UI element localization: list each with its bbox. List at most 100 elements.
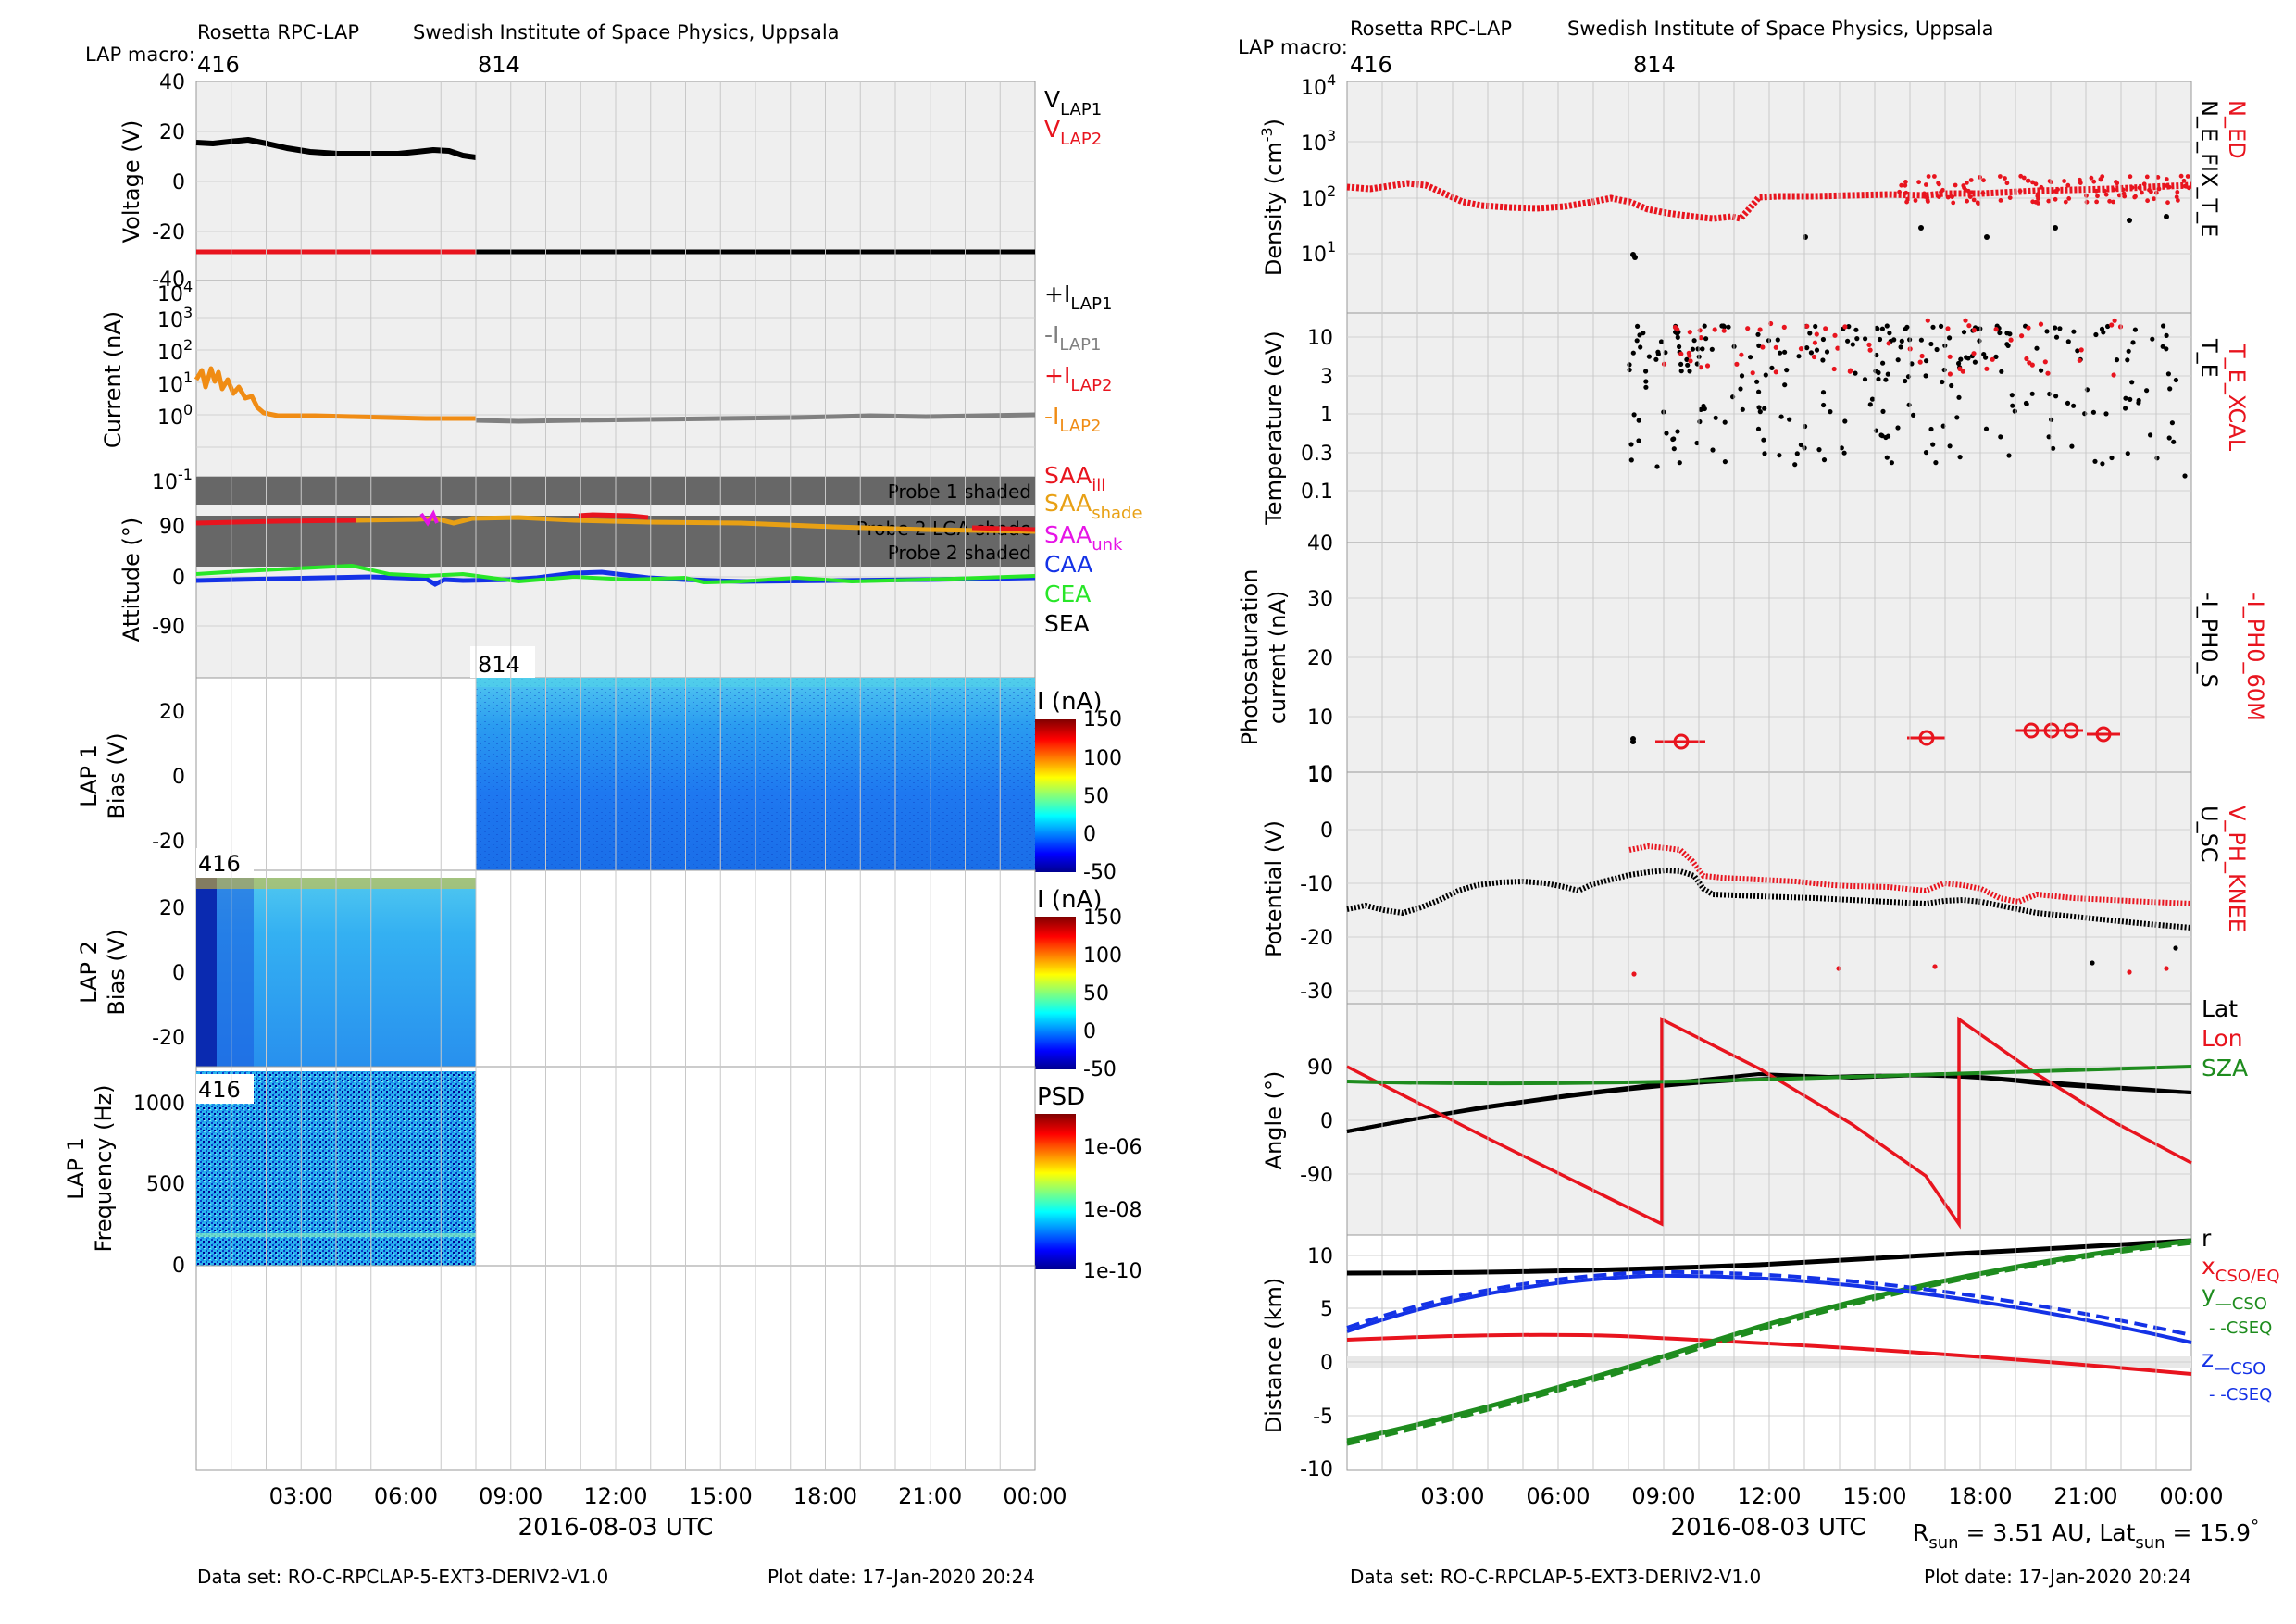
- temp-point: [1637, 332, 1642, 338]
- temp-point: [1839, 445, 1844, 451]
- legend-z-cseq: - -CSEQ: [2209, 1385, 2272, 1405]
- pot-outlier: [2127, 969, 2132, 975]
- photo-tag-black: -I_PH0_S: [2196, 593, 2222, 688]
- temp-point: [2136, 400, 2141, 406]
- voltage-ylabel: Voltage (V): [119, 120, 144, 244]
- temp-point: [1880, 360, 1886, 366]
- density-point: [1926, 199, 1930, 205]
- density-point: [2062, 179, 2067, 183]
- legend-z: z—CSO: [2202, 1345, 2265, 1379]
- temp-point: [1923, 373, 1928, 379]
- temp-point: [1803, 423, 1808, 430]
- temp-point-xcal: [1698, 365, 1703, 370]
- temp-point: [1820, 336, 1826, 343]
- density-point: [2112, 187, 2116, 193]
- temp-point-xcal: [1823, 326, 1828, 331]
- temp-point: [1977, 338, 1982, 344]
- temp-point: [1684, 356, 1690, 362]
- lap1-freq-ylabel-1: LAP 1: [63, 1137, 89, 1200]
- left-xtick-2100: 21:00: [898, 1483, 962, 1509]
- density-point: [1899, 182, 1904, 188]
- temp-point-xcal: [1672, 324, 1678, 331]
- density-point-fix: [1984, 234, 1990, 240]
- temp-point: [2125, 451, 2130, 456]
- temp-point: [2166, 435, 2172, 441]
- temp-point: [1850, 342, 1855, 347]
- series-v-ph-knee: [1628, 843, 2192, 906]
- temp-point: [1954, 415, 1960, 420]
- pot-outlier: [1836, 966, 1841, 971]
- temp-point: [1698, 406, 1703, 412]
- temp-point: [1748, 355, 1753, 360]
- temp-point: [1853, 327, 1859, 332]
- density-point-fix: [1632, 255, 1638, 260]
- density-point-fix: [2127, 218, 2132, 223]
- density-point: [1926, 174, 1931, 179]
- temp-point: [1958, 356, 1964, 362]
- legend-pos-i-lap1: +ILAP1: [1044, 281, 1112, 314]
- temp-point-xcal: [1919, 353, 1925, 359]
- legend-saa-ill: SAAill: [1044, 462, 1105, 495]
- pot-outlier: [2090, 960, 2095, 966]
- temp-point-xcal: [1835, 345, 1841, 351]
- temp-point: [2049, 417, 2054, 422]
- voltage-ytick-0: 0: [172, 171, 185, 194]
- temp-point: [1964, 355, 1969, 360]
- temp-point: [1918, 337, 1924, 343]
- density-point: [2155, 175, 2161, 180]
- density-point: [2036, 196, 2040, 202]
- attitude-ytick-90: 90: [159, 516, 185, 539]
- density-point: [2107, 198, 2113, 204]
- right-xtick-0000: 00:00: [2159, 1483, 2223, 1509]
- temp-point: [1628, 457, 1634, 463]
- series-z-cseq: [1346, 1269, 2192, 1337]
- temp-point: [1755, 426, 1762, 431]
- temp-point-xcal: [1925, 318, 1930, 323]
- temp-point: [1933, 460, 1939, 466]
- temp-point: [1756, 389, 1762, 394]
- left-xtick-0900: 09:00: [479, 1483, 543, 1509]
- temp-point: [1903, 378, 1908, 384]
- legend-cea: CEA: [1044, 581, 1091, 607]
- temp-point: [1787, 417, 1792, 422]
- temp-point: [2012, 408, 2017, 414]
- temp-point: [2173, 377, 2178, 383]
- temp-point-xcal: [1945, 326, 1951, 331]
- series-neg-i-lap2: [193, 366, 476, 421]
- temp-point: [1643, 379, 1649, 384]
- temp-point: [2065, 339, 2071, 344]
- legend-y-cseq: - -CSEQ: [2209, 1318, 2272, 1338]
- attitude-panel: Probe 1 shaded Probe 2 LGA shade Probe 2…: [119, 462, 1142, 679]
- right-xtick-2100: 21:00: [2053, 1483, 2117, 1509]
- current-ytick-1e2: 102: [157, 336, 193, 365]
- temp-point-xcal: [2111, 372, 2116, 378]
- temp-point: [1763, 372, 1768, 378]
- left-footer-dataset: Data set: RO-C-RPCLAP-5-EXT3-DERIV2-V1.0: [197, 1566, 608, 1588]
- temp-point: [2071, 403, 2077, 408]
- right-xtick-1500: 15:00: [1842, 1483, 1906, 1509]
- temp-point: [1778, 350, 1783, 356]
- density-point: [1981, 178, 1986, 183]
- lap1-bias-ytick-0: 0: [172, 766, 185, 789]
- pot-outlier: [2173, 945, 2178, 951]
- temp-ytick-1: 1: [1320, 404, 1333, 427]
- angle-ytick-m90: -90: [1300, 1164, 1333, 1187]
- density-point: [2066, 196, 2072, 201]
- series-cea: [195, 563, 1036, 585]
- temp-point: [2167, 386, 2173, 392]
- current-ytick-1e4: 104: [157, 278, 193, 306]
- lap1-bias-ytick-20: 20: [159, 701, 185, 724]
- temp-point: [1895, 357, 1901, 363]
- temp-point: [2165, 371, 2171, 377]
- temp-point: [1792, 462, 1798, 468]
- temp-point-xcal: [1814, 331, 1819, 337]
- attitude-ytick-0: 0: [172, 567, 185, 590]
- pot-outlier: [1932, 964, 1938, 969]
- temp-point: [1828, 409, 1833, 415]
- temp-point: [2093, 331, 2099, 338]
- temp-point: [1794, 451, 1800, 456]
- series-y-cseq: [1346, 1240, 2192, 1446]
- right-xlabel: 2016-08-03 UTC: [1671, 1514, 1866, 1542]
- temp-point: [1885, 433, 1891, 439]
